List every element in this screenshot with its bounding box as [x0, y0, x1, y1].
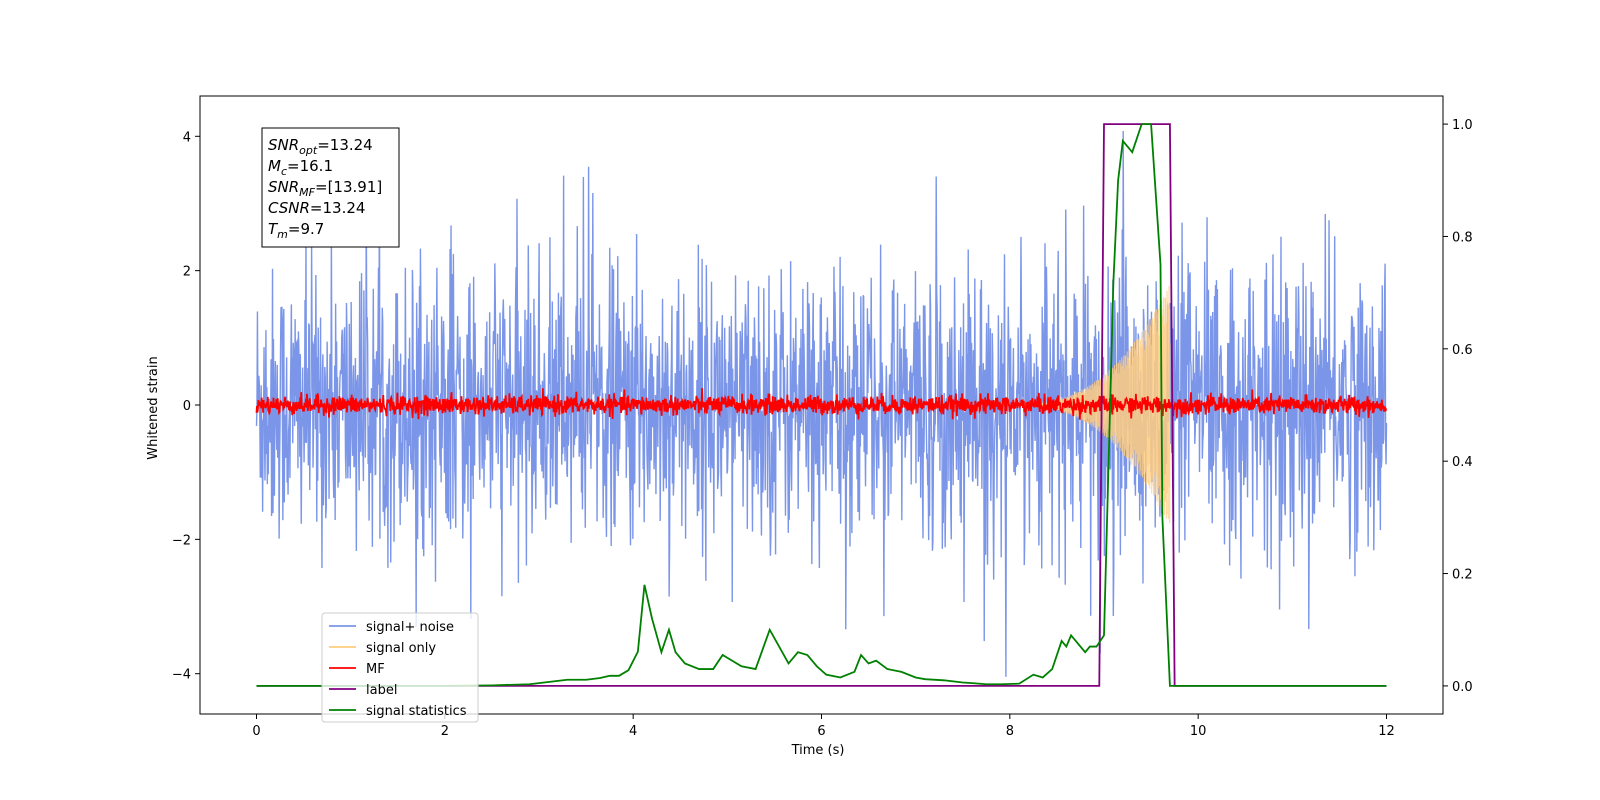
- info-line: Mc=16.1: [268, 157, 333, 178]
- series-signal-noise: [255, 130, 1388, 677]
- x-tick-label: 12: [1378, 724, 1395, 739]
- y-left-tick-label: 2: [183, 265, 191, 280]
- legend-label: signal+ noise: [366, 620, 454, 635]
- x-tick-label: 4: [629, 724, 637, 739]
- legend-label: signal statistics: [366, 704, 467, 719]
- axes: 0 2 4 6 8 10 12 −4 −2 0 2 4 0.0 0.2 0.4 0.6 0.8 1.0: [172, 95, 1473, 739]
- y-axis-label: Whitened strain: [146, 356, 161, 459]
- y-right-tick-label: 0.4: [1452, 455, 1473, 470]
- y-left-tick-label: 0: [183, 399, 191, 414]
- legend-frame: [321, 612, 479, 723]
- legend-label: signal only: [366, 641, 436, 656]
- x-axis-label: Time (s): [791, 743, 845, 758]
- x-tick-label: 6: [817, 724, 825, 739]
- y-right-tick-label: 0.2: [1452, 568, 1473, 583]
- legend-label: MF: [366, 662, 385, 677]
- y-right-tick-label: 1.0: [1452, 118, 1473, 133]
- info-line: SNRopt=13.24: [268, 136, 373, 157]
- info-line: CSNR=13.24: [268, 199, 365, 217]
- series-mf: [255, 388, 1387, 420]
- y-left-tick-label: −4: [172, 668, 191, 683]
- x-tick-label: 10: [1190, 724, 1207, 739]
- plot-area: [255, 123, 1388, 687]
- y-right-tick-label: 0.8: [1452, 230, 1473, 245]
- info-line: SNRMF=[13.91]: [268, 178, 382, 199]
- legend-label: label: [366, 683, 397, 698]
- series-signal-statistics: [256, 123, 1387, 687]
- legend: signal+ noise signal only MF label signal st…: [321, 612, 479, 723]
- y-left-tick-label: 4: [183, 130, 191, 145]
- info-line: Tm=9.7: [268, 220, 324, 241]
- info-box-frame: [261, 127, 400, 248]
- y-left-tick-label: −2: [172, 533, 191, 548]
- x-tick-label: 2: [441, 724, 449, 739]
- x-tick-label: 8: [1006, 724, 1014, 739]
- y-right-tick-label: 0.6: [1452, 343, 1473, 358]
- y-right-tick-label: 0.0: [1452, 680, 1473, 695]
- info-box: SNRopt=13.24Mc=16.1SNRMF=[13.91]CSNR=13.…: [261, 127, 400, 248]
- x-tick-label: 0: [252, 724, 260, 739]
